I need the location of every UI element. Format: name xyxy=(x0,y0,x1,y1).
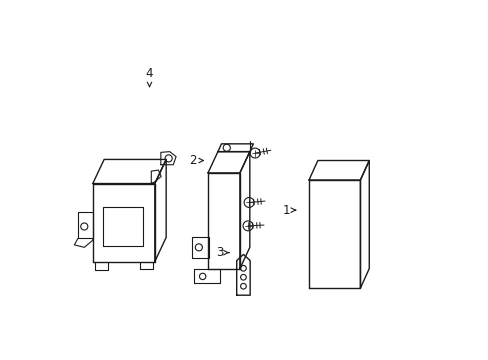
Text: 4: 4 xyxy=(145,67,153,87)
Text: 2: 2 xyxy=(189,154,203,167)
Text: 3: 3 xyxy=(216,246,228,259)
Text: 1: 1 xyxy=(282,204,295,217)
